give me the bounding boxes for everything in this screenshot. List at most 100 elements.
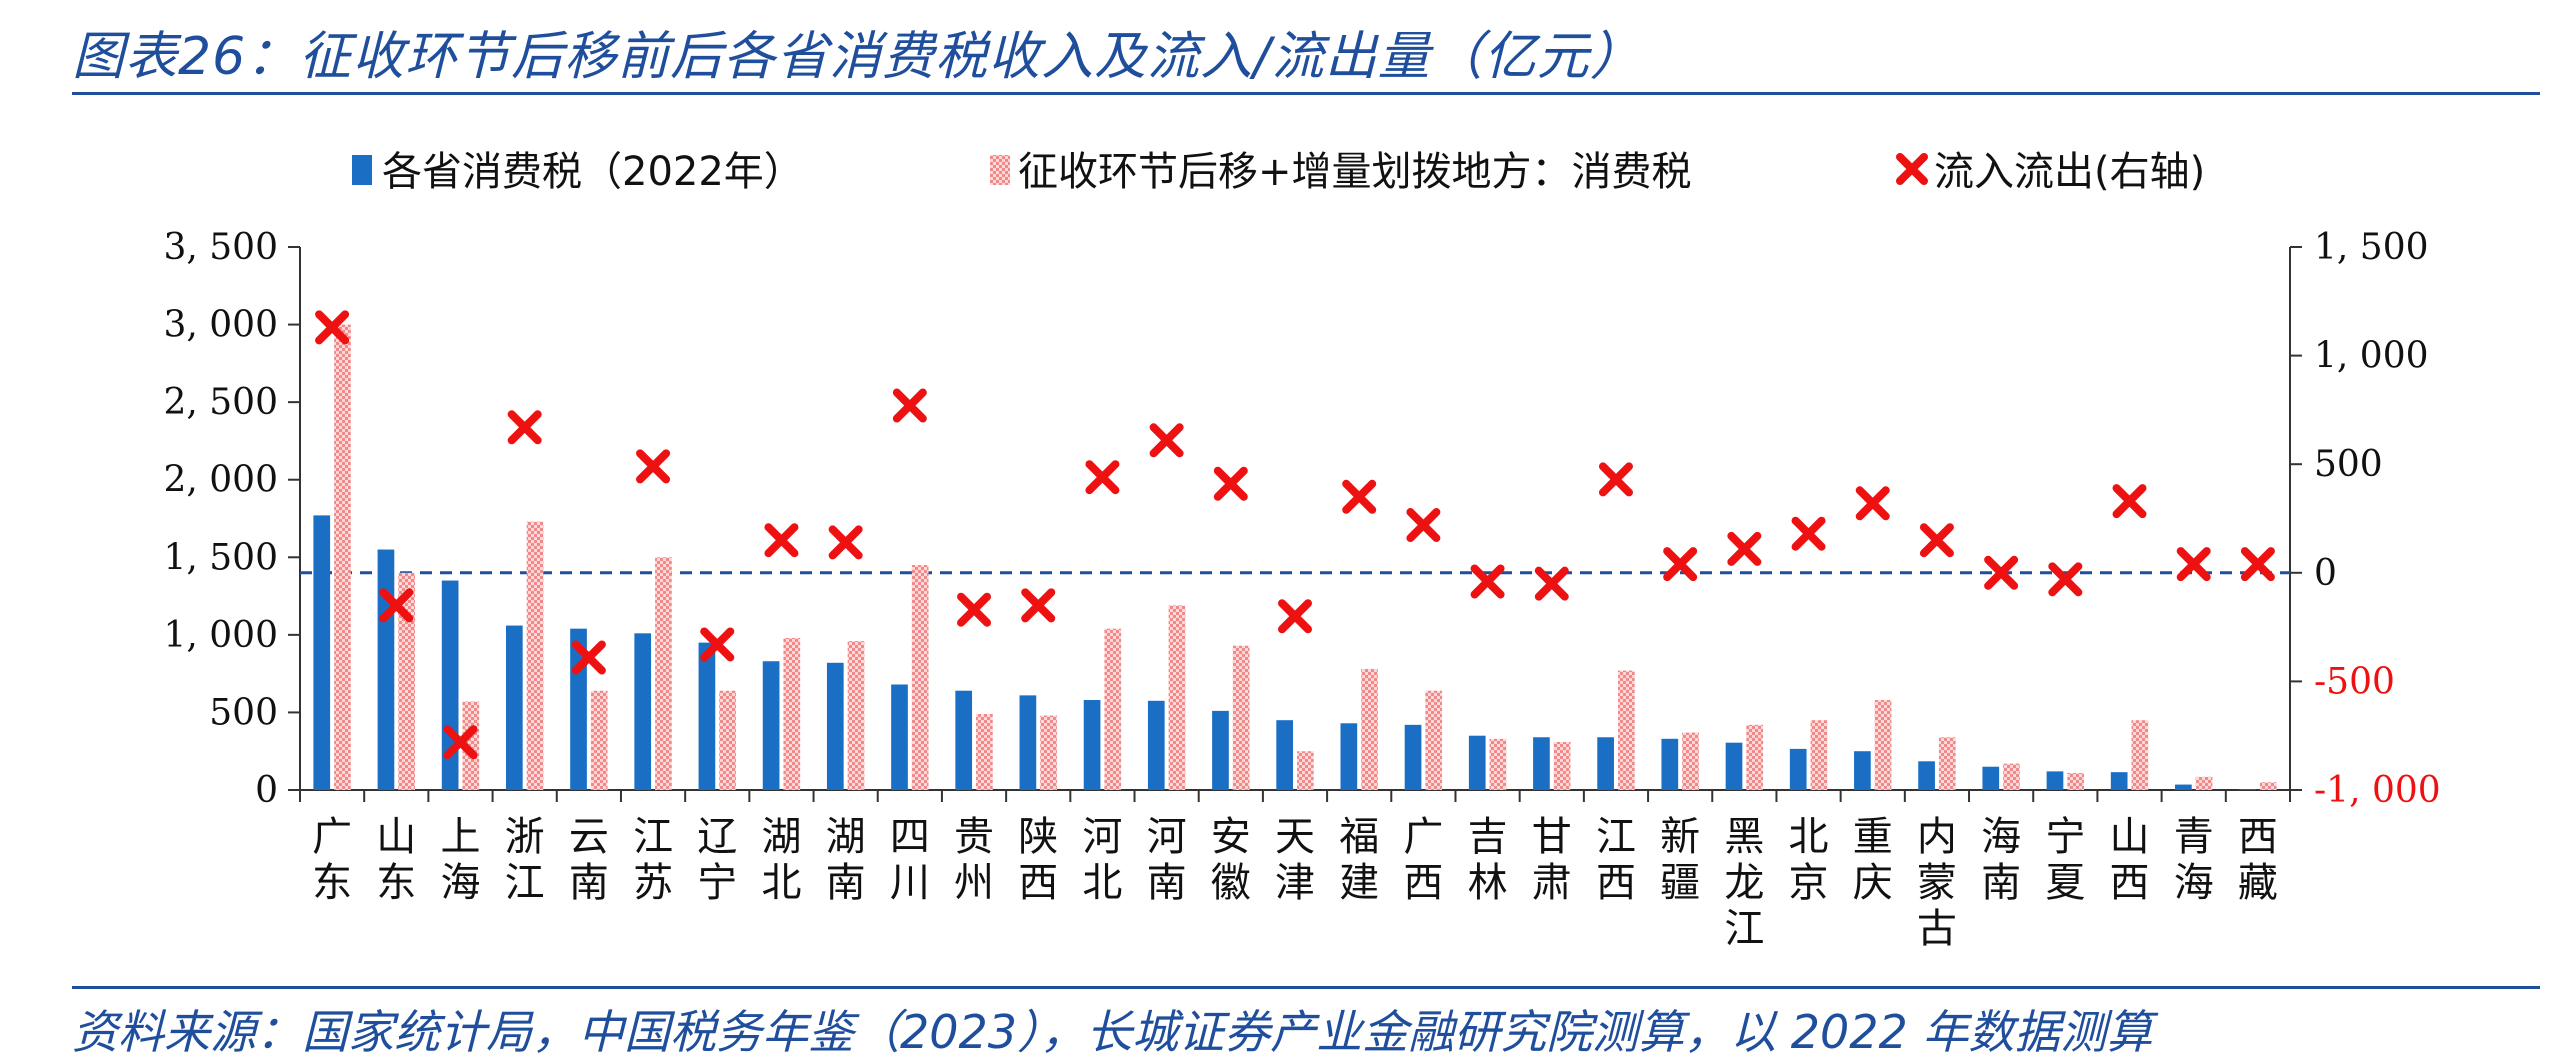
right-axis-tick-label: -500 — [2314, 661, 2395, 702]
flow-mark — [379, 588, 414, 623]
flow-mark — [571, 640, 606, 675]
category-label: 湖北 — [761, 814, 801, 906]
flow-mark — [1791, 516, 1826, 551]
bars — [313, 324, 2277, 790]
bar-provincial-consumption-tax — [1597, 737, 1614, 790]
category-label: 西藏 — [2238, 814, 2278, 906]
category-label-char: 川 — [890, 860, 930, 906]
category-label-char: 重 — [1853, 814, 1893, 860]
bar-after-shift-consumption-tax — [398, 572, 415, 790]
axes: 0 500 1, 000 1, 500 2, 000 2, 500 3, 000 3, 500… — [163, 227, 2440, 811]
flow-mark-stroke — [892, 388, 927, 423]
right-axis-tick-label: 0 — [2314, 553, 2337, 594]
category-label-char: 苏 — [633, 860, 673, 906]
bar-provincial-consumption-tax — [2239, 789, 2256, 790]
figure-title: 图表26：征收环节后移前后各省消费税收入及流入/流出量（亿元） — [72, 27, 1643, 87]
flow-mark-stroke — [1534, 566, 1569, 601]
category-label: 山西 — [2110, 814, 2150, 906]
category-label-char: 山 — [376, 814, 416, 860]
bar-provincial-consumption-tax — [441, 580, 459, 790]
category-label-char: 海 — [440, 860, 480, 906]
flow-mark — [1984, 555, 2019, 590]
flow-mark — [443, 725, 478, 760]
legend-cross-stroke — [1896, 153, 1928, 185]
category-label-char: 庆 — [1853, 860, 1893, 906]
category-label-char: 东 — [376, 860, 416, 906]
category-label-char: 徽 — [1211, 860, 1251, 906]
category-label-char: 甘 — [1532, 814, 1572, 860]
bar-after-shift-consumption-tax — [1874, 700, 1892, 790]
category-label-char: 林 — [1468, 860, 1508, 906]
bar-after-shift-consumption-tax — [655, 557, 672, 790]
flow-marks — [315, 310, 2275, 760]
bar-provincial-consumption-tax — [891, 684, 908, 790]
bar-provincial-consumption-tax — [1340, 723, 1358, 790]
bar-provincial-consumption-tax — [377, 549, 395, 790]
flow-mark-stroke — [828, 525, 863, 560]
bar-after-shift-consumption-tax — [1168, 605, 1186, 790]
bar-provincial-consumption-tax — [1789, 748, 1807, 790]
category-label-char: 江 — [633, 814, 673, 860]
left-axis-tick-label: 500 — [209, 692, 278, 733]
category-label: 江苏 — [633, 814, 673, 906]
category-label-char: 东 — [312, 860, 352, 906]
bar-after-shift-consumption-tax — [783, 637, 801, 790]
flow-mark — [1406, 508, 1441, 543]
category-label-char: 吉 — [1468, 814, 1508, 860]
category-label-char: 海 — [1981, 814, 2021, 860]
flow-mark-stroke — [1085, 460, 1120, 495]
bar-after-shift-consumption-tax — [1938, 737, 1956, 790]
category-label-char: 南 — [826, 860, 866, 906]
category-label-char: 贵 — [954, 814, 994, 860]
bar-provincial-consumption-tax — [2110, 772, 2128, 790]
flow-mark-stroke — [1278, 599, 1312, 634]
bar-after-shift-consumption-tax — [1682, 732, 1699, 790]
bar-after-shift-consumption-tax — [976, 713, 993, 790]
bar-provincial-consumption-tax — [1019, 695, 1037, 790]
category-label: 浙江 — [505, 814, 545, 906]
flow-mark — [1085, 460, 1120, 495]
category-label: 江西 — [1596, 814, 1636, 906]
bar-after-shift-consumption-tax — [2131, 720, 2149, 790]
flow-mark — [764, 523, 799, 558]
bar-provincial-consumption-tax — [1212, 710, 1229, 790]
bar-after-shift-consumption-tax — [1361, 668, 1378, 790]
category-label-char: 西 — [2110, 860, 2150, 906]
left-axis-tick-label: 2, 500 — [163, 382, 278, 423]
category-label: 云南 — [569, 814, 609, 906]
category-label: 黑龙江 — [1724, 814, 1764, 952]
bar-provincial-consumption-tax — [826, 662, 844, 790]
flow-mark-stroke — [700, 627, 735, 662]
bar-after-shift-consumption-tax — [1746, 724, 1764, 790]
category-label-char: 云 — [569, 814, 609, 860]
right-axis-tick-label: 500 — [2314, 444, 2383, 485]
bar-after-shift-consumption-tax — [526, 521, 544, 790]
bar-after-shift-consumption-tax — [590, 690, 608, 790]
bar-provincial-consumption-tax — [1661, 738, 1679, 790]
category-label: 福建 — [1339, 814, 1379, 906]
category-label-char: 天 — [1275, 814, 1315, 860]
flow-mark-stroke — [764, 523, 799, 558]
flow-mark-stroke — [2048, 562, 2083, 597]
category-label-char: 青 — [2174, 814, 2214, 860]
flow-mark-stroke — [1663, 547, 1698, 582]
bar-after-shift-consumption-tax — [911, 565, 929, 790]
bar-after-shift-consumption-tax — [1553, 741, 1571, 790]
flow-mark — [2240, 547, 2275, 582]
category-label: 广东 — [312, 814, 352, 906]
flow-mark — [2176, 547, 2211, 582]
category-label: 海南 — [1981, 814, 2021, 906]
category-label-char: 北 — [1789, 814, 1829, 860]
legend-swatch-pink — [990, 155, 1010, 185]
flow-mark — [1470, 564, 1505, 599]
category-label-char: 辽 — [697, 814, 737, 860]
category-label: 上海 — [440, 814, 480, 906]
flow-mark — [1149, 423, 1184, 458]
bar-provincial-consumption-tax — [1725, 742, 1743, 790]
source-note: 资料来源：国家统计局，中国税务年鉴（2023），长城证券产业金融研究院测算，以 … — [72, 1005, 2153, 1059]
category-label-char: 京 — [1789, 860, 1829, 906]
bar-after-shift-consumption-tax — [2259, 782, 2277, 790]
category-labels: 广东山东上海浙江云南江苏辽宁湖北湖南四川贵州陕西河北河南安徽天津福建广西吉林甘肃… — [312, 814, 2278, 952]
flow-mark — [828, 525, 863, 560]
bar-after-shift-consumption-tax — [462, 701, 480, 790]
